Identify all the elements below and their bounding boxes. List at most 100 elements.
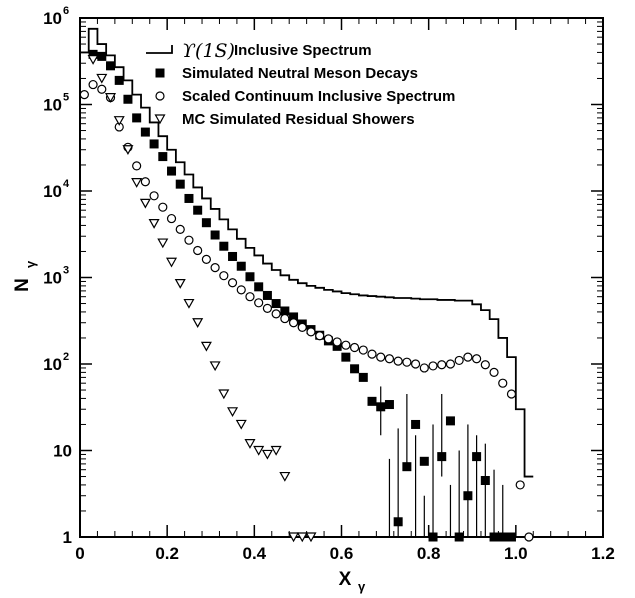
series-continuum-point [402, 357, 412, 367]
series-residual-point [192, 318, 204, 328]
y-tick-exponent: 6 [63, 5, 69, 17]
y-axis-title-sub: γ [23, 260, 38, 268]
series-neutral-point [193, 205, 203, 215]
series-continuum-point [376, 352, 386, 362]
series-neutral-point [245, 272, 255, 282]
series-continuum-point [498, 378, 508, 388]
series-neutral-point [454, 532, 464, 542]
series-neutral-point [367, 396, 377, 406]
legend-item-continuum: Scaled Continuum Inclusive Spectrum [155, 88, 455, 105]
series-residual-point [279, 471, 291, 482]
series-continuum-point [140, 177, 150, 187]
series-neutral-point [149, 139, 159, 149]
series-neutral-point [376, 402, 386, 412]
series-neutral-point [123, 94, 133, 104]
series-residual-point [157, 238, 169, 249]
series-continuum-point [472, 354, 482, 364]
series-continuum-point [384, 354, 395, 364]
y-tick-exponent: 3 [63, 265, 69, 277]
series-continuum-point [428, 361, 438, 371]
series-continuum-point [410, 359, 421, 369]
series-residual-point [296, 532, 308, 543]
y-tick-label: 10 [43, 96, 62, 115]
series-residual-point [183, 298, 195, 309]
series-continuum-point [489, 367, 499, 377]
x-tick-label: 1.2 [591, 544, 615, 563]
series-neutral-point [271, 299, 281, 309]
series-continuum-point [515, 480, 525, 490]
series-neutral-point [289, 312, 299, 322]
series-continuum-point [88, 79, 98, 90]
series-neutral-point [167, 166, 177, 176]
legend-item-neutral: Simulated Neutral Meson Decays [155, 65, 418, 82]
x-tick-label: 0.2 [155, 544, 179, 563]
series-continuum-point [463, 352, 473, 362]
series-continuum-point [480, 360, 490, 370]
series-neutral-point [132, 113, 142, 123]
series-residual-point [148, 218, 160, 229]
y-tick-label: 1 [63, 528, 72, 547]
legend-label: Inclusive Spectrum [234, 42, 372, 59]
series-residual-point [131, 178, 143, 188]
series-continuum-point [184, 235, 194, 245]
series-continuum-point [158, 202, 168, 212]
series-neutral-point [498, 532, 508, 542]
series-continuum-point [132, 161, 142, 171]
series-layer [79, 27, 534, 543]
series-continuum-point [437, 360, 447, 370]
series-continuum-point [419, 363, 429, 373]
series-neutral-point [88, 49, 98, 59]
series-neutral-point [341, 352, 351, 362]
series-continuum-point [97, 84, 107, 94]
x-tick-label: 1.0 [504, 544, 528, 563]
series-residual-point [165, 257, 178, 268]
y-tick-exponent: 2 [63, 351, 69, 363]
legend-label: Simulated Neutral Meson Decays [182, 65, 418, 82]
series-residual-point [122, 145, 134, 155]
series-residual-point [305, 532, 317, 543]
series-neutral-point [445, 416, 455, 426]
series-neutral-point [350, 364, 360, 374]
series-neutral-point [97, 51, 107, 61]
series-continuum-point [341, 340, 351, 350]
y-tick-label: 10 [53, 442, 72, 461]
series-neutral-point [393, 517, 403, 527]
series-inclusive-step [79, 27, 534, 537]
series-neutral-point [489, 532, 499, 542]
series-continuum-point [524, 532, 534, 542]
series-residual-point [104, 93, 117, 103]
x-tick-label: 0.6 [330, 544, 354, 563]
series-neutral-point [402, 462, 412, 472]
series-neutral-point [437, 452, 447, 462]
series-neutral-point [140, 127, 150, 137]
series-neutral-point [219, 241, 229, 251]
series-continuum-point [358, 345, 368, 355]
series-residual-point [174, 279, 186, 289]
series-continuum-point [219, 271, 229, 281]
series-residual-point [244, 439, 256, 449]
y-tick-label: 10 [43, 355, 62, 374]
series-continuum-point [288, 318, 299, 328]
y-tick-label: 10 [43, 9, 62, 28]
series-residual-point [288, 532, 300, 543]
series-neutral-point [384, 400, 394, 410]
series-neutral-point [210, 230, 220, 240]
x-tick-label: 0 [75, 544, 84, 563]
y-tick-label: 10 [43, 269, 62, 288]
series-neutral-point [419, 456, 429, 466]
series-continuum-point [506, 389, 517, 399]
series-continuum-point [367, 349, 377, 359]
x-tick-label: 0.4 [243, 544, 267, 563]
legend-label: Scaled Continuum Inclusive Spectrum [182, 88, 455, 105]
series-continuum-point [271, 309, 281, 319]
series-continuum-point [79, 90, 89, 100]
legend-label: MC Simulated Residual Showers [182, 111, 415, 128]
series-neutral-point [280, 306, 290, 316]
series-neutral-point [506, 532, 516, 542]
series-continuum-point [306, 327, 316, 337]
legend-symbol-filled-square [155, 68, 165, 78]
series-neutral-point [228, 251, 238, 261]
series-residual-point [270, 445, 282, 456]
